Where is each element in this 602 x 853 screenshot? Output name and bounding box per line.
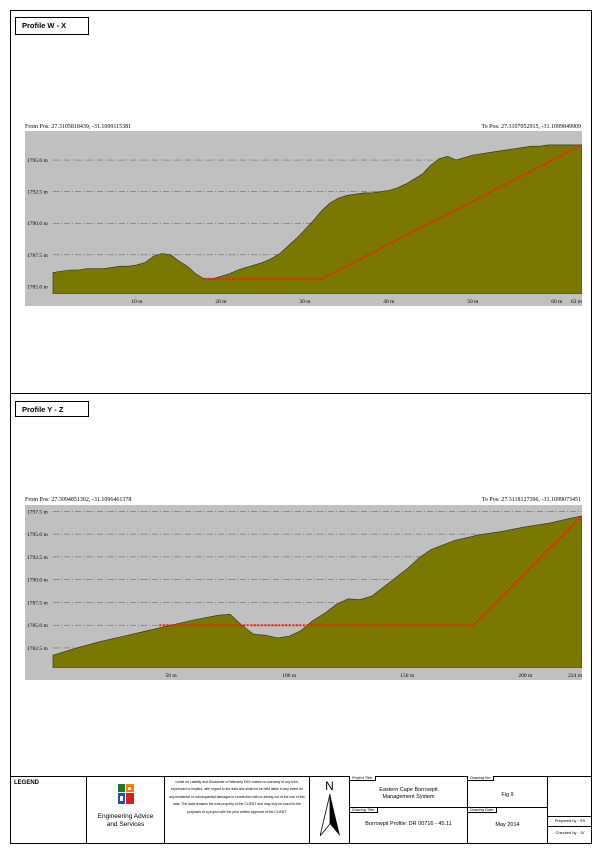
disclaimer-text: Limits on Liability and Disclaimer of Wa… — [169, 780, 305, 814]
y-tick-label: 1797.5 m — [27, 509, 49, 515]
drawing-info-divider — [468, 807, 547, 808]
x-tick-label: 40 m — [383, 299, 395, 305]
from-position-2: From Pos: 27.3094851302, -31.1096461378 — [25, 497, 132, 503]
x-tick-label: 10 m — [131, 299, 143, 305]
x-axis-band — [25, 668, 582, 680]
profile-chart-svg-2: 1782.5 m 1785.0 m 1787.5 m 1790.0 m 1792.5 m… — [25, 505, 582, 680]
y-tick-label: 1795.0 m — [27, 158, 49, 164]
drawing-date-label: Drawing Date: — [468, 808, 498, 813]
x-tick-label: 50 m — [166, 673, 178, 679]
x-tick-label: 60 m — [551, 299, 563, 305]
x-tick-label: 20 m — [215, 299, 227, 305]
profile-title-1: Profile W - X — [15, 17, 89, 35]
x-tick-label: 224 m — [568, 673, 582, 679]
x-tick-label: 100 m — [282, 673, 297, 679]
y-tick-label: 1790.0 m — [27, 578, 49, 584]
footer-divider — [10, 776, 592, 777]
to-position-2: To Pos: 27.3118127396, -31.1099073451 — [481, 497, 581, 503]
y-tick-label: 1787.5 m — [27, 600, 49, 606]
page-frame — [10, 10, 592, 844]
x-tick-label: 30 m — [299, 299, 311, 305]
company-logo — [118, 784, 134, 804]
project-title-line-2: Management System — [382, 794, 435, 800]
project-title: Eastern Cape Borrowpit Management System — [350, 787, 467, 801]
design-profile-line — [204, 144, 582, 280]
section-divider — [10, 393, 592, 394]
signoff-divider-1 — [548, 816, 592, 817]
company-name-line-2: and Services — [106, 821, 145, 828]
signoff-cell: Prepared by : SS Checked by : JV — [547, 776, 592, 844]
north-arrow-icon — [320, 794, 340, 836]
x-tick-label: 50 m — [467, 299, 479, 305]
profile-title-2: Profile Y - Z — [15, 401, 89, 417]
y-tick-label: 1795.0 m — [27, 532, 49, 538]
y-tick-label: 1787.5 m — [27, 253, 49, 259]
prepared-by: Prepared by : SS — [554, 818, 586, 823]
title-block: LEGEND Engineering Advice and Services L… — [10, 776, 592, 844]
x-tick-label: 63 m — [571, 299, 582, 305]
y-tick-label: 1785.0 m — [27, 623, 49, 629]
north-cell: N — [309, 776, 349, 844]
drawing-info-cell: Drawing No: Fig 9 Drawing Date: May 2014 — [467, 776, 547, 844]
y-tick-label: 1782.5 m — [27, 646, 49, 652]
to-position-1: To Pos: 27.3107052915, -31.1099849909 — [481, 124, 581, 130]
drawing-title-label: Drawing Title: — [350, 808, 379, 813]
disclaimer-cell: Limits on Liability and Disclaimer of Wa… — [164, 776, 309, 844]
legend-label: LEGEND — [14, 780, 40, 786]
y-tick-label: 1792.5 m — [27, 555, 49, 561]
project-cell-divider — [350, 807, 467, 808]
project-title-line-1: Eastern Cape Borrowpit — [379, 787, 438, 793]
terrain-area — [52, 144, 582, 295]
project-cell: Project Title: Eastern Cape Borrowpit Ma… — [349, 776, 467, 844]
y-tick-label: 1785.0 m — [27, 284, 49, 290]
legend-cell: LEGEND — [10, 776, 86, 844]
y-tick-label: 1790.0 m — [27, 221, 49, 227]
drawing-no-label: Drawing No: — [468, 776, 494, 781]
north-label: N — [325, 779, 334, 793]
elevation-profile-chart-2: 1782.5 m 1785.0 m 1787.5 m 1790.0 m 1792.5 m… — [25, 505, 582, 680]
project-title-label: Project Title: — [350, 776, 377, 781]
drawing-date: May 2014 — [495, 822, 520, 828]
drawing-number: Fig 9 — [501, 792, 514, 798]
company-name-line-1: Engineering Advice — [97, 813, 154, 820]
x-tick-label: 150 m — [400, 673, 415, 679]
profile-chart-svg-1: 1785.0 m 1787.5 m 1790.0 m 1792.5 m 1795.0 m… — [25, 131, 582, 306]
design-profile-line — [159, 515, 582, 627]
checked-by: Checked by : JV — [555, 830, 585, 835]
x-axis-band — [25, 294, 582, 306]
drawing-title: Borrowpit Profile: DR 00716 - 45.11 — [365, 821, 452, 827]
company-cell: Engineering Advice and Services — [86, 776, 164, 844]
company-name: Engineering Advice and Services — [87, 813, 164, 829]
signoff-divider-2 — [548, 826, 592, 827]
x-tick-label: 200 m — [518, 673, 533, 679]
from-position-1: From Pos: 27.3105818439, -31.1099115381 — [25, 124, 132, 130]
elevation-profile-chart-1: 1785.0 m 1787.5 m 1790.0 m 1792.5 m 1795.0 m… — [25, 131, 582, 306]
y-tick-label: 1792.5 m — [27, 190, 49, 196]
